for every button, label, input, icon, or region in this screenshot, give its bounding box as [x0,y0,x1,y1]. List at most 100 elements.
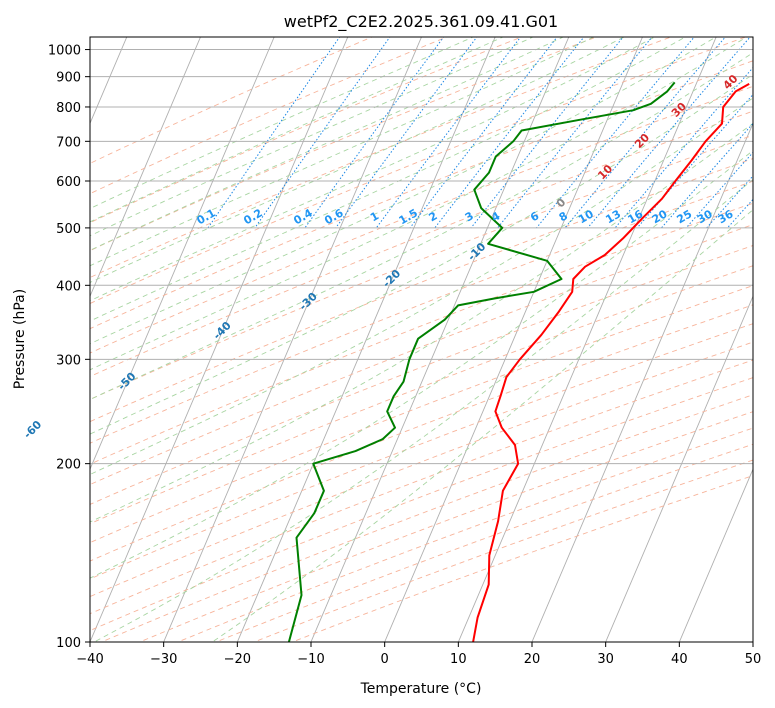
x-tick-label: 30 [597,652,614,667]
moist-adiabat-label: 20 [632,131,652,151]
isotherm-line [605,295,753,642]
x-axis-label: Temperature (°C) [360,681,482,697]
mixing-ratio-line [587,37,751,229]
sounding-series [287,81,750,642]
dry-adiabat-line [90,158,753,423]
y-tick-label: 800 [56,101,81,116]
mixing-ratio-label: 4 [489,209,502,224]
dry-adiabat-line [90,265,753,525]
mixing-ratio-line [254,37,391,229]
mixing-ratio-line [614,66,753,229]
axes: −40 −30 −20 −10 0 10 20 30 40 5010020030040050060… [48,44,761,667]
mixing-ratio-line [304,37,445,229]
dry-adiabat-line [90,180,753,444]
dry-adiabat-line [90,110,753,378]
dry-adiabat-line [90,202,753,465]
moist-adiabat-label: 30 [669,100,689,120]
isotherm-line [90,37,275,471]
moist-adiabat-line [90,37,656,302]
y-tick-label: 1000 [48,44,81,59]
isotherm-line [457,37,717,642]
dry-adiabat-line [291,475,753,642]
dry-adiabat-line [90,377,753,632]
x-tick-label: −10 [297,652,324,667]
dry-adiabat-label: -50 [115,369,138,392]
isotherm-line [752,640,753,642]
x-tick-label: 10 [450,652,467,667]
y-tick-label: 300 [56,353,81,368]
isotherms [0,25,753,669]
mixing-ratio-label: 0.1 [195,206,218,227]
y-tick-label: 400 [56,279,81,294]
x-tick-label: 50 [745,652,762,667]
y-tick-label: 200 [56,458,81,473]
moist-adiabat-line [90,37,626,283]
x-tick-label: −20 [224,652,251,667]
mixing-ratio-line [375,37,522,229]
isotherm-line [678,468,753,642]
dry-adiabat-line [90,37,448,195]
dry-adiabat-line [90,37,747,305]
dry-adiabat-line [90,323,753,580]
dry-adiabat-line [90,37,673,279]
isotherm-line [163,37,422,642]
dry-adiabat-line [176,427,753,642]
mixing-ratio-line [335,37,478,229]
mixing-ratio-label: 0.4 [291,206,315,227]
pressure-gridlines [90,49,753,642]
moist-adiabat-label: 10 [595,162,615,182]
isotherm-line [0,25,58,669]
y-tick-label: 500 [56,222,81,237]
dewpoint-profile-line [287,81,676,642]
mixing-ratio-line [207,37,341,229]
mixing-ratio-line [636,93,753,229]
dry-adiabats [90,37,753,642]
y-tick-label: 100 [56,636,81,651]
isotherm-line [236,37,496,642]
isotherm-line [531,122,753,642]
dry-adiabat-line [90,37,523,224]
mixing-ratio-label: 1 [368,209,381,224]
mixing-ratio-line [685,151,753,229]
isotherm-line [310,37,570,642]
dry-adiabat-label: -60 [21,418,44,441]
moist-adiabat-line [90,37,565,251]
dry-adiabat-label: -10 [465,240,488,263]
y-tick-label: 900 [56,71,81,86]
mixing-ratio-label: 6 [528,209,541,224]
dry-adiabat-label: -30 [297,290,320,313]
moist-adiabat-line [90,37,717,345]
y-tick-label: 600 [56,175,81,190]
moist-adiabat-label: 40 [721,72,741,92]
y-tick-label: 700 [56,135,81,150]
mixing-ratio-label: 0.6 [322,206,346,227]
dry-adiabat-line [90,37,598,252]
x-tick-label: −40 [76,652,103,667]
dry-adiabat-line [214,443,753,642]
mixing-ratio-line [434,37,585,229]
dry-adiabat-line [90,85,753,354]
mixing-ratio-label: 0.2 [241,206,264,227]
mixing-ratio-label: 3 [463,209,476,224]
moist-adiabat-line [90,37,535,237]
mixing-ratio-line [409,37,558,229]
moist-adiabat-line [90,37,687,322]
dry-adiabat-line [100,394,753,642]
dry-adiabat-line [90,60,753,330]
isotherm-line [90,37,201,298]
x-tick-label: 20 [524,652,541,667]
mixing-ratio-label: 1.5 [397,206,420,227]
chart-title: wetPf2_C2E2.2025.361.09.41.G01 [284,12,558,32]
dry-adiabat-line [90,304,753,562]
dry-adiabat-line [138,411,753,642]
x-tick-label: −30 [150,652,177,667]
dry-adiabat-line [90,359,753,615]
dry-adiabat-line [90,341,753,598]
dry-adiabat-line [90,244,753,505]
dry-adiabat-line [90,224,753,486]
dry-adiabat-line [252,459,753,642]
isotherm-line [384,37,643,642]
mixing-ratio-line [497,37,653,229]
moist-adiabat-line [90,37,505,223]
